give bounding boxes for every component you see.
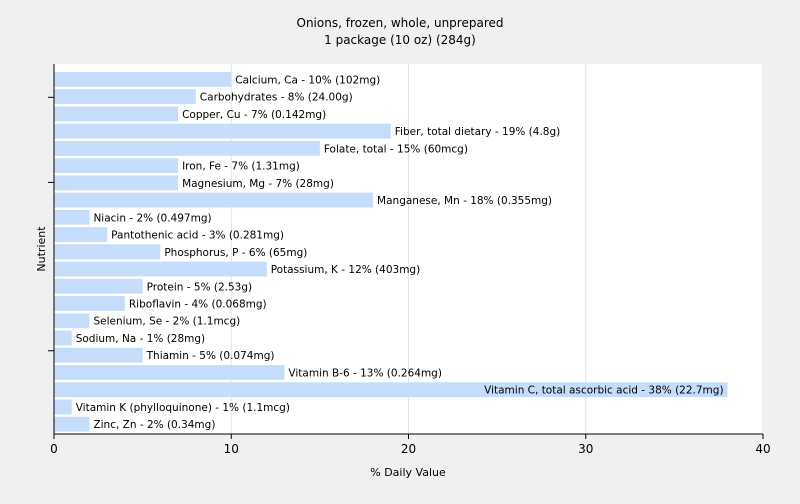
bar <box>54 227 108 242</box>
chart-title: Onions, frozen, whole, unprepared <box>297 16 504 30</box>
x-axis-label: % Daily Value <box>370 466 446 479</box>
bar <box>54 106 179 122</box>
bar <box>54 89 196 105</box>
bar-label: Calcium, Ca - 10% (102mg) <box>235 74 380 86</box>
bar <box>54 330 72 346</box>
bar-label: Protein - 5% (2.53g) <box>147 281 253 293</box>
axes: 0 10 20 30 40 <box>48 64 771 456</box>
bars <box>54 72 728 432</box>
bar <box>54 175 179 191</box>
bar-label: Vitamin K (phylloquinone) - 1% (1.1mcg) <box>76 402 290 414</box>
x-tick-label: 0 <box>50 442 58 456</box>
bar <box>54 158 179 174</box>
bar-label: Fiber, total dietary - 19% (4.8g) <box>395 126 560 138</box>
bar-label: Iron, Fe - 7% (1.31mg) <box>182 161 300 173</box>
bar-label: Copper, Cu - 7% (0.142mg) <box>182 109 326 121</box>
bar-label: Manganese, Mn - 18% (0.355mg) <box>377 195 552 207</box>
bar <box>54 72 232 87</box>
bar-label: Magnesium, Mg - 7% (28mg) <box>182 178 334 190</box>
bar <box>54 399 72 415</box>
bar <box>54 416 90 432</box>
bar-label: Zinc, Zn - 2% (0.34mg) <box>93 419 215 431</box>
bar-label: Thiamin - 5% (0.074mg) <box>146 350 275 362</box>
bar <box>54 140 320 156</box>
bar-label: Selenium, Se - 2% (1.1mcg) <box>93 316 240 328</box>
x-tick-label: 20 <box>401 442 416 456</box>
bar-label: Folate, total - 15% (60mcg) <box>324 143 468 155</box>
bar <box>54 313 90 329</box>
bar <box>54 382 728 398</box>
chart-subtitle: 1 package (10 oz) (284g) <box>324 33 476 47</box>
bar-label: Niacin - 2% (0.497mg) <box>93 212 211 224</box>
bar <box>54 296 125 311</box>
bar <box>54 347 143 363</box>
bar-label: Sodium, Na - 1% (28mg) <box>76 333 205 345</box>
y-axis-label: Nutrient <box>35 226 48 272</box>
bar-label: Pantothenic acid - 3% (0.281mg) <box>111 230 284 242</box>
bar <box>54 365 285 380</box>
bar <box>54 261 267 277</box>
x-tick-label: 10 <box>224 442 239 456</box>
bar <box>54 244 161 260</box>
x-tick-label: 40 <box>755 442 770 456</box>
bar-label: Potassium, K - 12% (403mg) <box>271 264 421 276</box>
bar-label: Vitamin B-6 - 13% (0.264mg) <box>288 367 442 379</box>
bar-label: Carbohydrates - 8% (24.00g) <box>200 92 353 104</box>
bar-labels: Calcium, Ca - 10% (102mg) Carbohydrates -… <box>76 74 724 431</box>
bar-label: Riboflavin - 4% (0.068mg) <box>129 299 267 311</box>
bar-label: Phosphorus, P - 6% (65mg) <box>164 247 307 259</box>
bar-label: Vitamin C, total ascorbic acid - 38% (22… <box>484 385 723 397</box>
bar <box>54 278 143 294</box>
bar <box>54 192 374 208</box>
x-tick-label: 30 <box>578 442 593 456</box>
bar <box>54 123 391 139</box>
bar <box>54 209 90 225</box>
